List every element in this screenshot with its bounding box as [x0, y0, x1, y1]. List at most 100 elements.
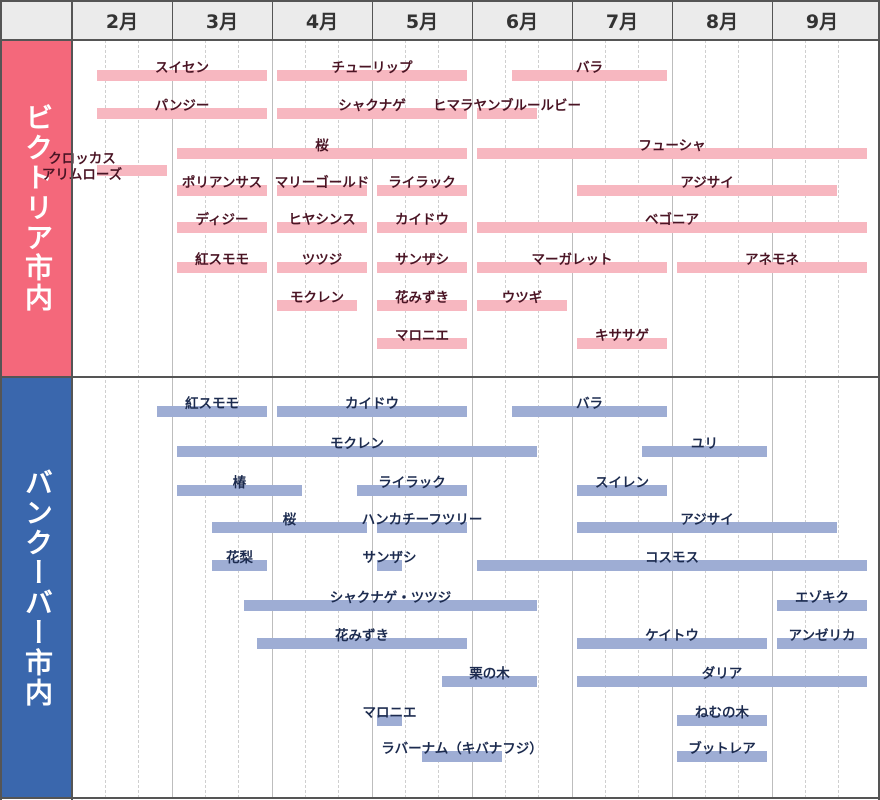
- flower-label: ツツジ: [301, 252, 343, 268]
- bloom-bar: [477, 262, 667, 273]
- flower-label: ユリ: [691, 436, 718, 452]
- flower-label: バラ: [576, 60, 603, 76]
- bloom-bar: [577, 485, 667, 496]
- flower-label: マリーゴールド: [274, 175, 370, 191]
- flower-label: マーガレット: [531, 252, 613, 268]
- bloom-bar: [677, 262, 867, 273]
- bloom-bar: [212, 560, 267, 571]
- week-gridline: [538, 40, 539, 798]
- bloom-bar: [97, 108, 267, 119]
- bloom-bar: [177, 222, 267, 233]
- flower-label: 花梨: [226, 550, 253, 566]
- month-header-divider: [672, 0, 673, 40]
- flower-label: ライラック: [378, 475, 446, 491]
- bloom-bar: [422, 751, 502, 762]
- flower-label: ハンカチーフツリー: [361, 512, 483, 528]
- bloom-bar: [677, 715, 767, 726]
- flower-label: 桜: [315, 138, 329, 154]
- bloom-bar: [577, 522, 837, 533]
- border-left: [0, 0, 2, 800]
- flower-label: シャクナゲ: [338, 98, 406, 114]
- flower-label: ディジー: [195, 212, 249, 228]
- bloom-bar: [477, 108, 537, 119]
- month-gridline: [572, 40, 573, 798]
- month-label: 6月: [505, 10, 539, 33]
- bloom-bar: [97, 165, 167, 176]
- bloom-bar: [277, 108, 467, 119]
- week-gridline: [138, 40, 139, 798]
- bloom-bar: [277, 222, 367, 233]
- flower-label: シャクナゲ・ツツジ: [329, 590, 452, 606]
- bloom-bar: [212, 522, 367, 533]
- bloom-bar: [512, 70, 667, 81]
- bloom-bar: [177, 485, 302, 496]
- week-gridline: [605, 40, 606, 798]
- week-gridline: [805, 40, 806, 798]
- section-label-vancouver: バンクーバー市内: [2, 378, 72, 798]
- bloom-bar: [244, 600, 537, 611]
- flower-label: バラ: [576, 396, 603, 412]
- bloom-bar: [677, 751, 767, 762]
- month-gridline: [372, 40, 373, 798]
- flower-label: アジサイ: [680, 175, 734, 191]
- border-right: [878, 0, 880, 800]
- flower-label: カイドウ: [395, 212, 449, 228]
- bloom-bar: [377, 715, 402, 726]
- month-label: 9月: [805, 10, 839, 33]
- flower-label: エゾキク: [795, 590, 849, 606]
- bloom-bar: [477, 560, 867, 571]
- month-label: 2月: [105, 10, 139, 33]
- bloom-bar: [577, 185, 837, 196]
- week-gridline: [505, 40, 506, 798]
- flower-label: カイドウ: [345, 396, 399, 412]
- month-header-divider: [472, 0, 473, 40]
- flower-label: 紅スモモ: [195, 252, 249, 268]
- bloom-bar: [777, 638, 867, 649]
- flower-label: ラバーナム（キバナフジ）: [381, 741, 543, 757]
- week-gridline: [105, 40, 106, 798]
- label-column-separator: [71, 0, 73, 800]
- bloom-bar: [577, 638, 767, 649]
- section-label-victoria: ビクトリア市内: [2, 40, 72, 376]
- section-label-text: ビクトリア市内: [21, 103, 54, 313]
- flower-label: ベゴニア: [645, 212, 699, 228]
- flower-label: 紅スモモ: [185, 396, 239, 412]
- flower-label: アジサイ: [680, 512, 734, 528]
- month-gridline: [672, 40, 673, 798]
- bloom-bar: [177, 446, 537, 457]
- bloom-bar: [277, 262, 367, 273]
- header-separator: [0, 39, 880, 41]
- bloom-bar: [377, 222, 467, 233]
- week-gridline: [705, 40, 706, 798]
- month-gridline: [172, 40, 173, 798]
- flower-label: モクレン: [290, 290, 344, 306]
- bloom-bar: [377, 185, 467, 196]
- flower-label: 花みずき: [335, 628, 389, 644]
- month-gridline: [272, 40, 273, 798]
- bloom-bar: [277, 70, 467, 81]
- bloom-bar: [377, 560, 402, 571]
- month-gridline: [772, 40, 773, 798]
- week-gridline: [338, 40, 339, 798]
- month-header-divider: [172, 0, 173, 40]
- flower-label: サンザシ: [362, 550, 417, 566]
- month-label: 3月: [205, 10, 239, 33]
- flower-label: モクレン: [330, 436, 384, 452]
- flower-label: 桜: [282, 512, 297, 528]
- bloom-bar: [377, 522, 467, 533]
- flower-label: キササゲ: [595, 328, 649, 344]
- bloom-bar: [97, 70, 267, 81]
- border-top: [0, 0, 880, 2]
- month-label: 7月: [605, 10, 639, 33]
- bloom-bar: [277, 300, 357, 311]
- flower-label: コスモス: [645, 550, 699, 566]
- flower-label: スイセン: [155, 60, 209, 76]
- week-gridline: [438, 40, 439, 798]
- section-label-text: バンクーバー市内: [21, 468, 54, 708]
- bloom-bar: [177, 148, 467, 159]
- month-header-divider: [772, 0, 773, 40]
- bloom-bar: [512, 406, 667, 417]
- week-gridline: [305, 40, 306, 798]
- bloom-bar: [157, 406, 267, 417]
